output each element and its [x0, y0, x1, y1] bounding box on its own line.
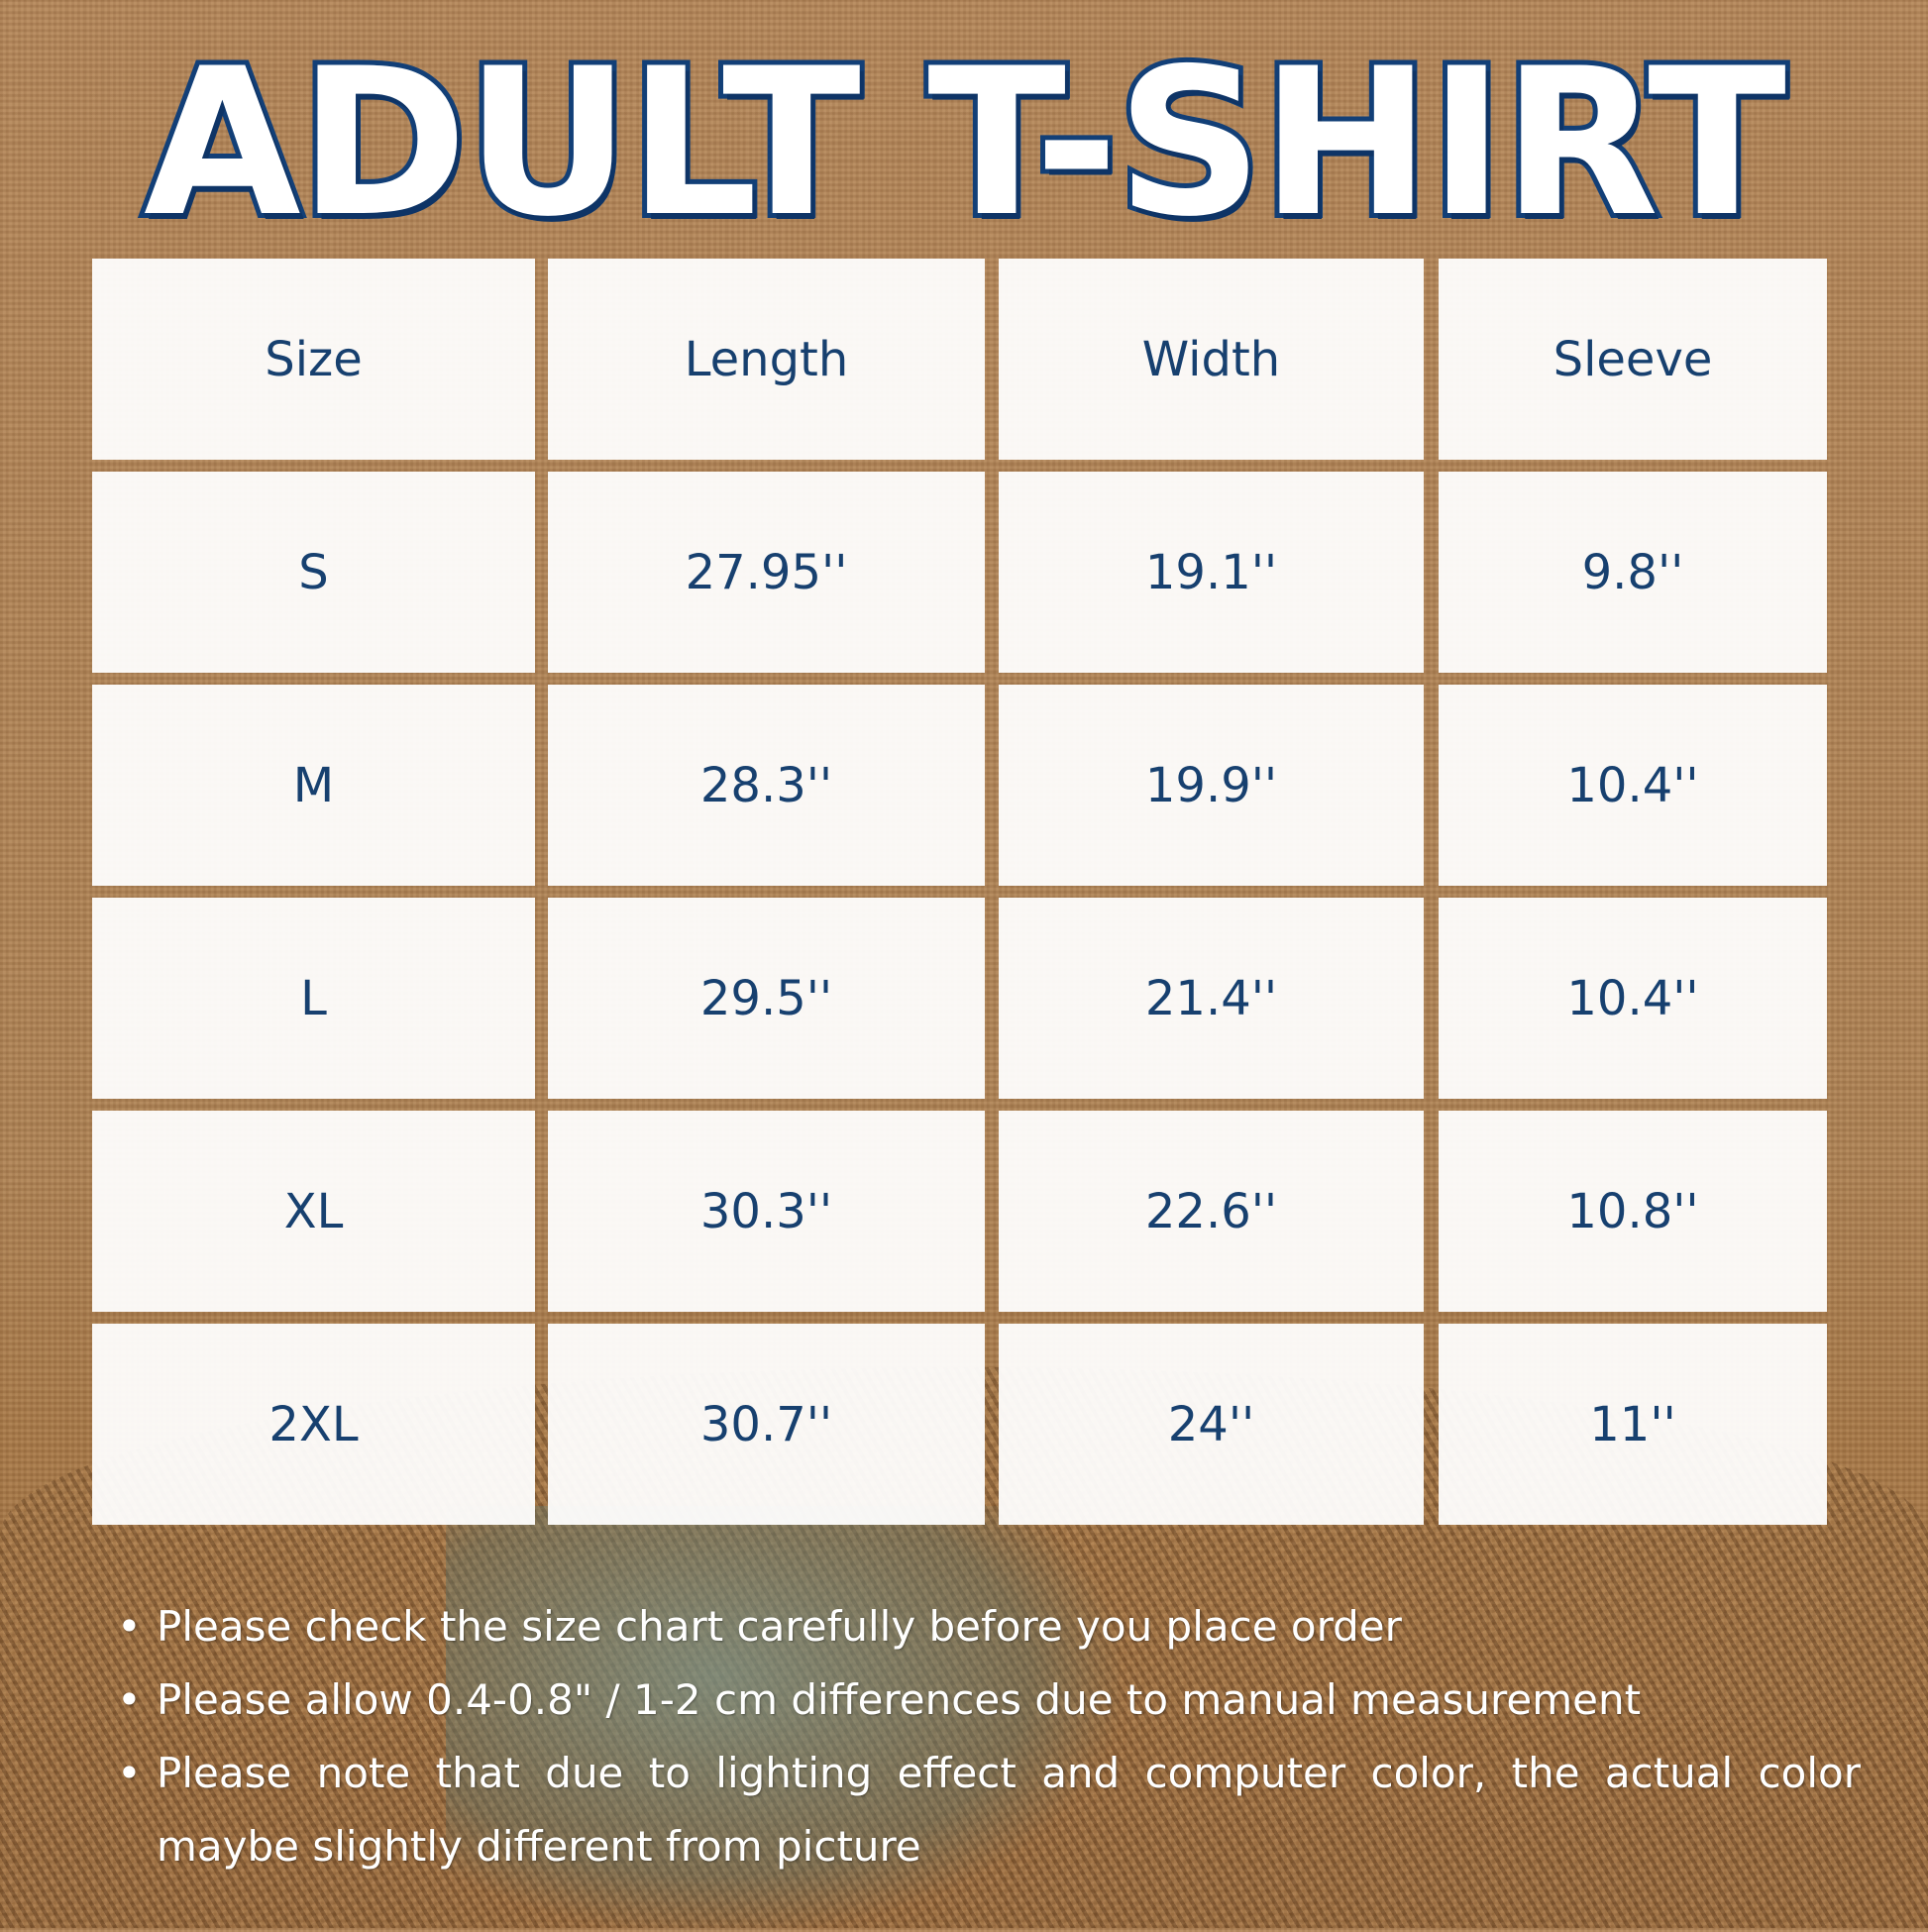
- table-cell: 19.9'': [999, 685, 1424, 886]
- table-cell: 27.95'': [548, 472, 985, 673]
- table-cell: M: [92, 685, 535, 886]
- table-cell: S: [92, 472, 535, 673]
- table-cell: 30.3'': [548, 1111, 985, 1312]
- table-cell: 10.8'': [1439, 1111, 1827, 1312]
- header-cell: Width: [999, 259, 1424, 460]
- table-cell: 24'': [999, 1324, 1424, 1525]
- table-cell: 28.3'': [548, 685, 985, 886]
- header-cell: Length: [548, 259, 985, 460]
- note-item: • Please allow 0.4-0.8" / 1-2 cm differen…: [117, 1675, 1642, 1724]
- table-cell: 10.4'': [1439, 898, 1827, 1099]
- note-item: • Please note that due to lighting effect…: [117, 1749, 1861, 1871]
- note-item: • Please check the size chart carefully b…: [117, 1602, 1402, 1651]
- table-cell: 30.7'': [548, 1324, 985, 1525]
- table-cell: 29.5'': [548, 898, 985, 1099]
- table-cell: 9.8'': [1439, 472, 1827, 673]
- page-title: ADULT T-SHIRT: [139, 26, 1791, 262]
- table-cell: 22.6'': [999, 1111, 1424, 1312]
- eucalyptus-decoration: [446, 1506, 1120, 1932]
- table-cell: L: [92, 898, 535, 1099]
- notes-list: • Please check the size chart carefully b…: [117, 1590, 1861, 1883]
- header-cell: Size: [92, 259, 535, 460]
- table-cell: 21.4'': [999, 898, 1424, 1099]
- table-cell: 11'': [1439, 1324, 1827, 1525]
- table-cell: 2XL: [92, 1324, 535, 1525]
- table-cell: 10.4'': [1439, 685, 1827, 886]
- table-cell: 19.1'': [999, 472, 1424, 673]
- table-cell: XL: [92, 1111, 535, 1312]
- header-cell: Sleeve: [1439, 259, 1827, 460]
